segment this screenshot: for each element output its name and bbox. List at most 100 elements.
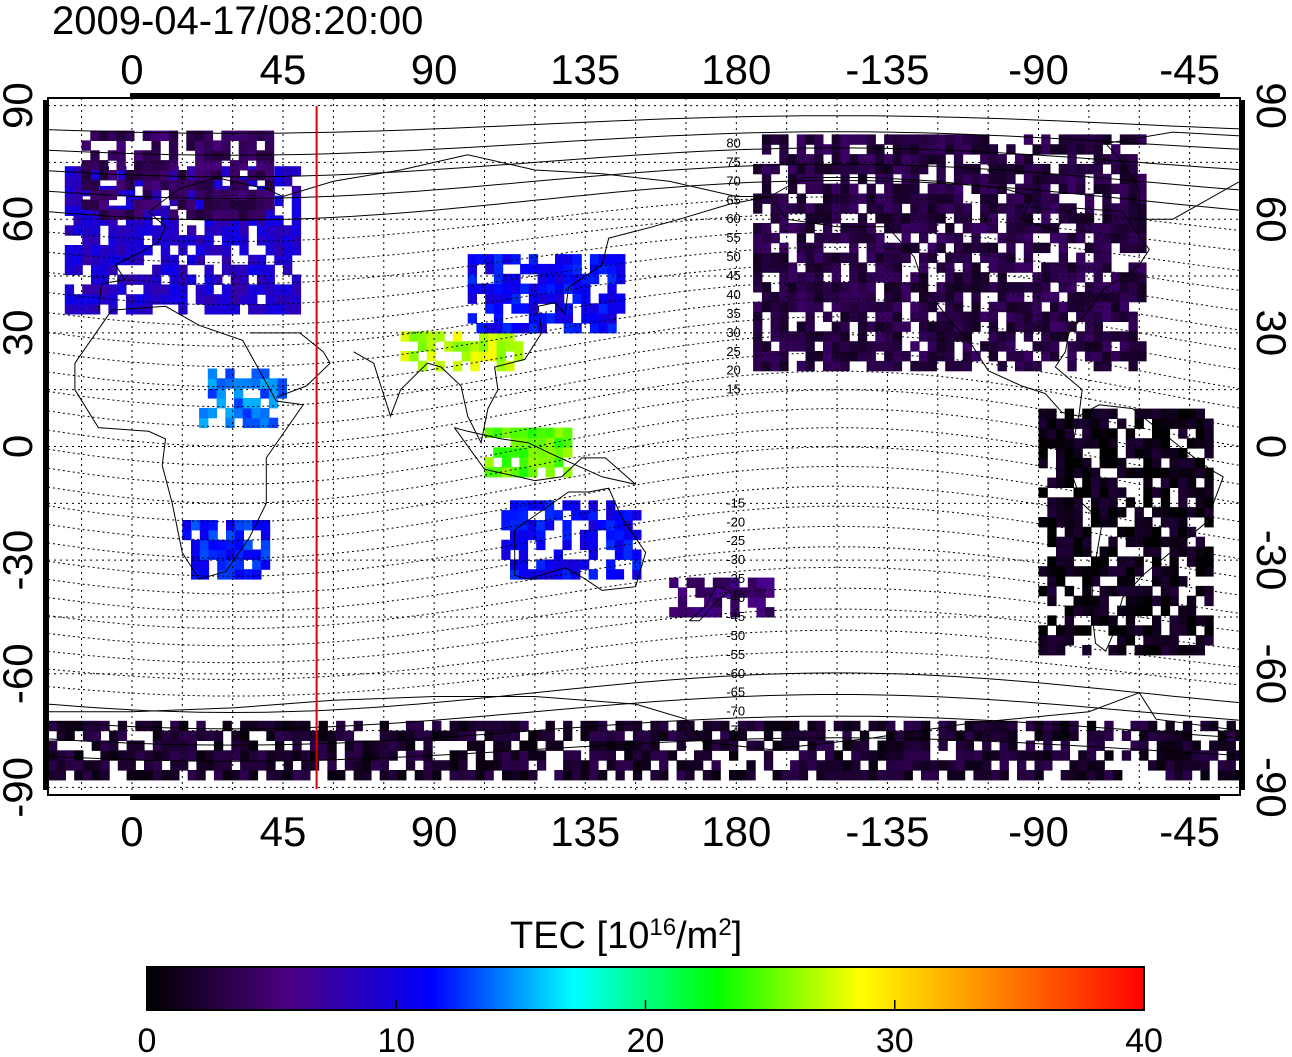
tec-cell — [274, 176, 284, 187]
tec-cell — [90, 150, 100, 161]
tec-cell — [1108, 477, 1118, 488]
tec-cell — [667, 730, 678, 741]
tec-cell — [919, 213, 929, 224]
tec-cell — [1038, 566, 1048, 577]
tec-cell — [1056, 645, 1066, 656]
tec-cell — [1047, 438, 1057, 449]
map-frame-bars — [43, 93, 1245, 800]
contour-label-south: -75 — [726, 723, 745, 738]
tec-cell — [336, 730, 346, 741]
tec-cell — [761, 232, 772, 244]
tec-cell — [746, 770, 756, 781]
tec-cell — [152, 750, 163, 761]
tec-cell — [510, 437, 520, 448]
tec-cell — [64, 195, 75, 207]
tec-cell — [546, 273, 556, 285]
tec-cell — [379, 740, 389, 751]
tec-cell — [143, 245, 153, 256]
tec-cell — [614, 549, 625, 560]
tec-cell — [912, 740, 922, 751]
tec-cell — [747, 597, 758, 608]
tec-cell — [1217, 730, 1228, 741]
tec-cell — [814, 291, 824, 303]
tec-cell — [440, 760, 451, 771]
tec-cell — [205, 760, 215, 771]
tec-cell — [409, 331, 419, 342]
tec-cell — [1064, 635, 1074, 646]
tec-cell — [1084, 213, 1095, 224]
tec-cell — [1139, 730, 1149, 741]
tec-cell — [1090, 477, 1101, 488]
tec-cell — [1195, 566, 1205, 577]
tec-cell — [971, 223, 981, 234]
tec-cell — [142, 150, 152, 161]
tec-cell — [1015, 282, 1025, 293]
tec-cell — [203, 199, 214, 210]
tec-cell — [467, 254, 477, 265]
tec-cell — [825, 750, 835, 761]
tec-cell — [1038, 438, 1048, 449]
tec-cell — [423, 740, 433, 751]
tec-cell — [877, 720, 887, 732]
tec-cell — [1067, 360, 1077, 372]
contour-line — [48, 737, 1240, 762]
tec-cell — [1102, 154, 1112, 165]
tec-cell — [770, 213, 780, 224]
tec-cell — [1064, 517, 1074, 528]
tec-cell — [536, 500, 546, 511]
tec-cell — [1137, 213, 1147, 224]
tec-cell — [1078, 760, 1088, 771]
tec-cell — [1099, 487, 1109, 498]
tec-cell — [927, 331, 937, 342]
tec-cell — [1099, 438, 1109, 449]
tec-cell — [1084, 242, 1095, 254]
tec-cell — [204, 284, 214, 295]
tec-cell — [125, 245, 136, 256]
tec-cell — [1174, 750, 1184, 761]
tec-cell — [607, 263, 617, 275]
tec-cell — [1064, 448, 1074, 459]
tec-cell — [1064, 615, 1074, 626]
tec-cell — [761, 291, 772, 303]
tec-cell — [170, 750, 180, 761]
tec-cell — [195, 195, 205, 207]
tec-cell — [240, 770, 250, 781]
tec-cell — [1025, 750, 1036, 761]
tec-cell — [484, 720, 494, 732]
tec-cell — [108, 264, 118, 276]
tec-cell — [1032, 163, 1042, 175]
tec-cell — [1050, 311, 1060, 322]
tec-cell — [135, 740, 145, 751]
tec-cell — [1108, 546, 1118, 557]
tec-cell — [779, 252, 789, 263]
tec-cell — [980, 242, 990, 254]
tec-cell — [268, 378, 279, 389]
tec-cell — [796, 163, 807, 175]
tec-cell — [953, 193, 964, 204]
tec-cell — [82, 720, 93, 732]
tec-cell — [579, 539, 590, 551]
tec-cell — [301, 750, 311, 761]
tec-cell — [1134, 625, 1144, 636]
tec-cell — [234, 398, 244, 409]
tec-cell — [1023, 232, 1034, 244]
tec-cell — [1139, 740, 1149, 751]
tec-cell — [921, 770, 931, 781]
tec-cell — [1204, 546, 1214, 557]
tec-cell — [231, 740, 241, 751]
tec-cell — [798, 750, 809, 761]
tec-cell — [866, 144, 876, 155]
tec-cell — [283, 730, 293, 741]
tec-cell — [962, 331, 972, 342]
tec-cell — [866, 291, 876, 303]
tec-cell — [1226, 760, 1236, 771]
tec-cell — [1137, 232, 1147, 244]
contour-label-south: -25 — [726, 533, 745, 548]
tec-cell — [1047, 507, 1057, 518]
tec-cell — [528, 770, 538, 781]
tec-cell — [615, 770, 625, 781]
tec-cell — [405, 730, 416, 741]
tec-cell — [264, 130, 275, 141]
tec-cell — [1032, 282, 1042, 293]
contour-line — [48, 352, 1240, 428]
